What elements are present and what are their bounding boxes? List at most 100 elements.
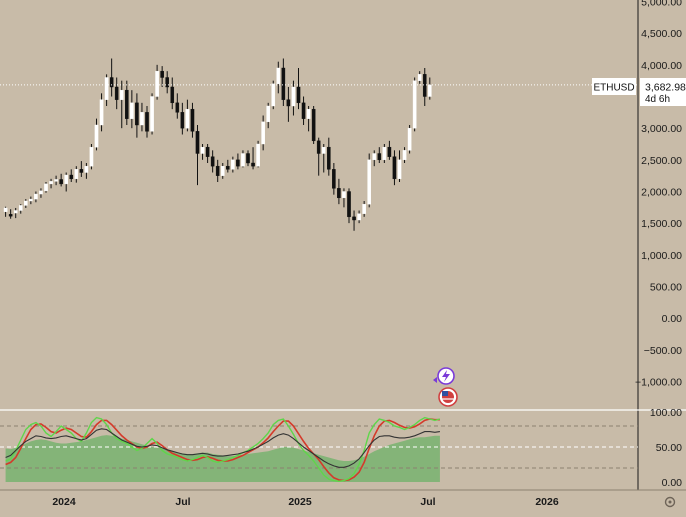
candle-up xyxy=(185,108,190,129)
price-tick-label: 1,500.00 xyxy=(641,218,682,230)
candle-down xyxy=(377,153,382,161)
candle-up xyxy=(3,207,8,212)
candle-down xyxy=(205,146,210,157)
candle-up xyxy=(44,183,48,192)
price-tick-label: 500.00 xyxy=(650,282,682,294)
flag-canton xyxy=(442,391,448,396)
candle-down xyxy=(251,162,255,167)
oscillator-axis[interactable]: 100.00 50.00 0.00 xyxy=(650,407,682,489)
candle-down xyxy=(69,174,74,180)
price-tick-label: 0.00 xyxy=(662,313,683,325)
candle-down xyxy=(215,165,220,176)
lightning-event-icon[interactable] xyxy=(433,367,455,385)
candle-down xyxy=(114,86,119,100)
oscillator-tick-label: 50.00 xyxy=(656,442,682,454)
price-tick-label: 2,000.00 xyxy=(641,187,682,199)
time-axis[interactable]: 2024 Jul 2025 Jul 2026 xyxy=(52,496,559,508)
price-tick-label: 3,000.00 xyxy=(641,123,682,135)
candle-up xyxy=(291,86,296,107)
countdown-label: 4d 6h xyxy=(645,94,670,105)
candle-up xyxy=(428,84,432,97)
candle-down xyxy=(281,67,286,100)
candle-down xyxy=(135,102,139,126)
candle-down xyxy=(246,153,250,164)
candle-up xyxy=(321,146,326,154)
candle-down xyxy=(301,102,306,119)
candle-up xyxy=(271,83,276,107)
candle-down xyxy=(8,214,13,217)
candle-up xyxy=(357,213,361,221)
candle-up xyxy=(119,89,124,100)
symbol-tag: ETHUSD xyxy=(593,83,634,94)
candle-down xyxy=(170,86,175,104)
candle-up xyxy=(29,198,33,202)
time-tick-label: 2024 xyxy=(52,496,76,508)
price-tick-label: 2,500.00 xyxy=(641,155,682,167)
candle-up xyxy=(220,165,225,176)
candle-up xyxy=(362,203,366,214)
price-tick-label: −1,000.00 xyxy=(635,377,682,389)
candle-down xyxy=(316,140,321,154)
time-tick-label: 2026 xyxy=(535,496,559,508)
candle-up xyxy=(276,67,281,85)
candle-down xyxy=(109,77,114,88)
candle-down xyxy=(392,156,397,180)
candle-down xyxy=(296,86,301,104)
event-icons[interactable] xyxy=(433,367,458,407)
settings-gear-icon[interactable] xyxy=(664,496,676,508)
price-tick-label: 5,000.00 xyxy=(641,0,682,9)
time-tick-label: Jul xyxy=(175,496,190,508)
candle-up xyxy=(266,105,271,123)
candle-down xyxy=(195,131,200,154)
candle-up xyxy=(342,191,346,199)
candle-down xyxy=(225,165,230,170)
candle-up xyxy=(39,190,43,195)
candle-up xyxy=(64,174,68,185)
candle-up xyxy=(261,121,265,145)
candle-down xyxy=(332,169,336,189)
candle-up xyxy=(412,80,417,129)
candle-down xyxy=(352,216,356,221)
candle-down xyxy=(210,156,215,167)
candle-up xyxy=(256,143,260,167)
us-flag-event-icon[interactable] xyxy=(438,387,458,407)
oscillator-pane[interactable] xyxy=(0,416,638,483)
candle-up xyxy=(74,169,79,180)
candle-down xyxy=(422,74,427,97)
candle-up xyxy=(34,193,38,200)
candle-down xyxy=(337,188,341,199)
candle-up xyxy=(241,153,245,167)
time-tick-label: 2025 xyxy=(288,496,312,508)
candle-up xyxy=(155,70,159,97)
candle-down xyxy=(145,112,149,132)
price-tick-label: 4,000.00 xyxy=(641,60,682,72)
time-tick-label: Jul xyxy=(420,496,435,508)
gear-outer xyxy=(664,496,676,508)
candle-up xyxy=(382,146,387,161)
main-pane[interactable] xyxy=(3,58,432,231)
candle-up xyxy=(94,124,99,148)
candle-down xyxy=(180,112,185,129)
candle-up xyxy=(402,150,407,161)
candle-down xyxy=(311,108,316,142)
candle-up xyxy=(372,153,377,161)
last-price-box xyxy=(640,78,686,106)
candle-up xyxy=(140,112,144,126)
price-tick-label: 1,000.00 xyxy=(641,250,682,262)
candle-up xyxy=(54,179,58,182)
candle-down xyxy=(347,191,351,218)
candle-up xyxy=(18,205,23,211)
candle-up xyxy=(89,146,94,167)
candle-down xyxy=(236,159,240,167)
candle-down xyxy=(190,108,195,132)
candle-down xyxy=(59,179,63,185)
candle-down xyxy=(79,169,84,173)
candle-down xyxy=(286,99,291,107)
symbol-tag-box xyxy=(592,78,636,95)
last-price-tag: ETHUSD 3,682.98 4d 6h xyxy=(592,78,686,106)
candle-down xyxy=(327,146,331,170)
candle-down xyxy=(165,77,170,88)
